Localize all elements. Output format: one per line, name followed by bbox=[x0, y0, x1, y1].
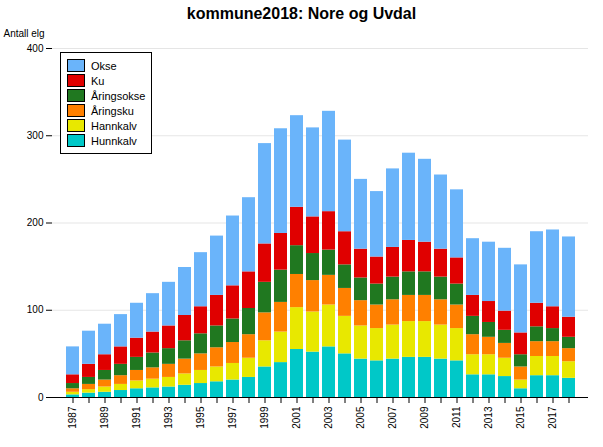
html-text:Okse: Okse bbox=[91, 59, 117, 72]
html-text:Hannkalv: Hannkalv bbox=[91, 119, 137, 132]
svg-text:2005: 2005 bbox=[355, 406, 366, 429]
svg-text:300: 300 bbox=[27, 130, 44, 141]
svg-text:2017: 2017 bbox=[547, 406, 558, 429]
svg-text:1993: 1993 bbox=[163, 406, 174, 429]
svg-text:2015: 2015 bbox=[515, 406, 526, 429]
svg-text:2009: 2009 bbox=[419, 406, 430, 429]
svg-text:1999: 1999 bbox=[259, 406, 270, 429]
svg-text:2011: 2011 bbox=[451, 406, 462, 428]
html-text:kommune2018: Nore og Uvdal: kommune2018: Nore og Uvdal bbox=[186, 5, 417, 22]
svg-text:1989: 1989 bbox=[99, 406, 110, 429]
svg-text:200: 200 bbox=[27, 217, 44, 228]
svg-text:1991: 1991 bbox=[131, 406, 142, 429]
svg-text:1987: 1987 bbox=[67, 406, 78, 429]
svg-text:0: 0 bbox=[38, 392, 44, 403]
svg-text:2013: 2013 bbox=[483, 406, 494, 429]
svg-text:1997: 1997 bbox=[227, 406, 238, 429]
html-text:Ku: Ku bbox=[91, 74, 105, 87]
svg-text:400: 400 bbox=[27, 43, 44, 54]
svg-text:100: 100 bbox=[27, 304, 44, 315]
svg-text:1995: 1995 bbox=[195, 406, 206, 429]
svg-text:2001: 2001 bbox=[291, 406, 302, 429]
html-text:Åringsokse: Åringsokse bbox=[91, 89, 146, 102]
html-text:Hunnkalv: Hunnkalv bbox=[91, 134, 137, 147]
svg-text:Antall elg: Antall elg bbox=[4, 28, 45, 39]
html-text:Åringsku: Åringsku bbox=[91, 104, 134, 117]
svg-text:2003: 2003 bbox=[323, 406, 334, 429]
svg-text:2007: 2007 bbox=[387, 406, 398, 429]
